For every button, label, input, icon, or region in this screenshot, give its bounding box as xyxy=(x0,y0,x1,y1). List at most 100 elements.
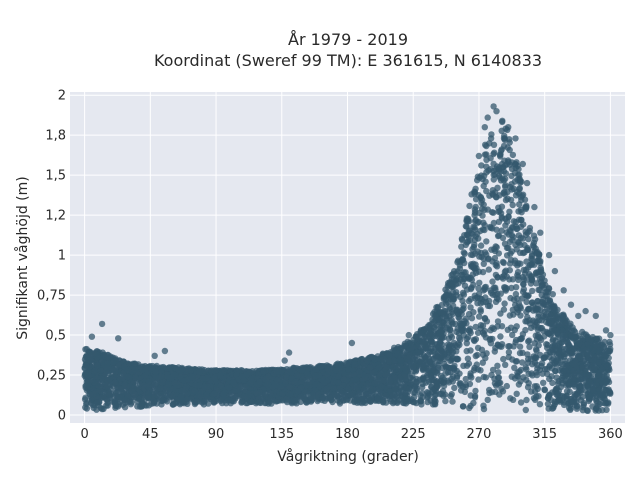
data-point xyxy=(501,240,509,247)
data-point xyxy=(502,222,509,229)
data-point xyxy=(580,404,587,411)
data-point xyxy=(579,393,586,401)
data-point xyxy=(509,396,517,403)
data-point xyxy=(590,357,597,364)
data-point xyxy=(449,398,456,405)
data-point xyxy=(509,306,516,314)
data-point xyxy=(465,360,473,367)
data-point xyxy=(360,385,368,393)
data-point xyxy=(512,160,519,168)
data-point xyxy=(524,355,532,363)
data-point xyxy=(534,248,541,256)
data-point xyxy=(121,404,129,411)
data-point xyxy=(499,275,507,282)
data-point xyxy=(506,312,514,319)
data-point xyxy=(260,368,267,375)
data-point xyxy=(601,357,608,364)
data-point xyxy=(497,168,504,175)
data-point xyxy=(517,223,525,230)
data-point xyxy=(417,392,424,399)
data-point xyxy=(533,383,540,390)
data-point xyxy=(462,222,470,230)
data-point xyxy=(464,355,472,362)
data-point xyxy=(364,357,371,365)
data-point xyxy=(170,401,177,408)
data-point xyxy=(131,360,139,367)
data-point xyxy=(481,226,488,234)
data-point xyxy=(471,337,478,345)
data-point xyxy=(549,337,556,344)
data-point xyxy=(447,357,454,365)
data-point xyxy=(386,358,393,365)
data-point xyxy=(541,386,549,394)
data-point xyxy=(606,338,613,346)
data-point xyxy=(475,218,482,226)
data-point xyxy=(303,382,310,389)
data-point xyxy=(472,323,479,331)
data-point xyxy=(467,392,474,399)
data-point xyxy=(516,201,523,208)
data-point xyxy=(91,349,99,357)
data-point xyxy=(507,324,515,331)
data-point xyxy=(540,327,547,335)
data-point xyxy=(561,332,568,339)
data-point xyxy=(474,329,482,336)
data-point xyxy=(530,353,537,360)
data-point xyxy=(480,260,487,267)
data-point xyxy=(595,387,602,394)
data-point xyxy=(383,363,390,370)
data-point xyxy=(553,361,560,368)
data-point xyxy=(580,346,587,353)
data-point xyxy=(413,387,421,394)
data-point xyxy=(224,397,232,404)
data-point xyxy=(482,374,490,381)
data-point xyxy=(378,376,386,384)
data-point xyxy=(109,359,117,366)
data-point xyxy=(324,370,331,378)
data-point xyxy=(374,395,381,402)
data-point xyxy=(543,313,550,320)
data-point xyxy=(143,364,151,372)
data-point xyxy=(97,388,105,395)
data-point xyxy=(498,127,505,134)
data-point xyxy=(184,395,191,403)
data-point xyxy=(376,356,383,363)
data-point xyxy=(121,363,128,370)
data-point xyxy=(500,189,507,197)
data-point xyxy=(494,323,501,330)
data-point xyxy=(483,163,490,170)
data-point xyxy=(312,366,320,373)
data-point xyxy=(316,382,323,390)
data-point xyxy=(595,335,603,342)
data-point xyxy=(490,160,497,167)
data-point xyxy=(505,349,513,356)
data-point xyxy=(502,196,510,204)
data-point xyxy=(472,295,479,302)
data-point xyxy=(541,366,549,373)
data-point xyxy=(566,388,573,395)
data-point xyxy=(474,248,481,255)
data-point xyxy=(524,351,531,358)
data-point xyxy=(526,337,533,344)
data-point xyxy=(528,273,535,280)
data-point xyxy=(177,373,184,381)
data-point xyxy=(447,326,454,334)
data-point xyxy=(283,373,290,381)
data-point xyxy=(579,328,586,336)
data-point xyxy=(451,384,458,392)
data-point xyxy=(448,334,456,341)
data-point xyxy=(494,274,501,281)
data-point xyxy=(564,372,571,379)
data-point xyxy=(526,343,533,350)
data-point xyxy=(480,299,487,306)
data-point xyxy=(494,232,502,240)
data-point xyxy=(525,292,532,299)
data-point xyxy=(496,391,503,398)
data-point xyxy=(537,351,544,359)
data-point xyxy=(503,382,510,390)
data-point xyxy=(450,293,457,301)
data-point xyxy=(497,310,504,317)
data-point xyxy=(484,396,491,404)
data-point xyxy=(355,389,363,397)
data-point xyxy=(458,320,465,328)
